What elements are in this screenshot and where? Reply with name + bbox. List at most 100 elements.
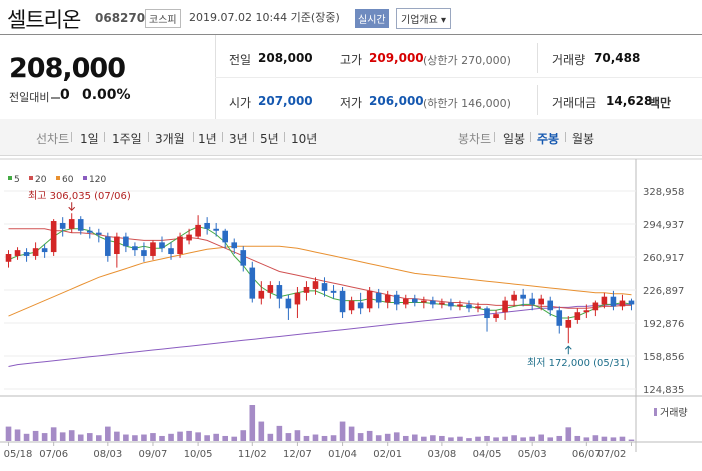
candle-body bbox=[258, 290, 265, 299]
ma5-line bbox=[8, 226, 632, 319]
volume-bar bbox=[186, 430, 192, 441]
x-tick-label: 01/04 bbox=[328, 449, 357, 460]
volume-bar bbox=[150, 433, 156, 441]
tab-1week[interactable]: 1주일 bbox=[112, 132, 142, 146]
tab-weekly[interactable]: 주봉 bbox=[537, 132, 560, 146]
divider bbox=[222, 132, 223, 142]
lower-limit: (하한가 146,000) bbox=[423, 97, 511, 110]
volume-bar bbox=[357, 433, 364, 441]
tab-10year[interactable]: 10년 bbox=[291, 132, 318, 146]
volume-bar bbox=[294, 430, 301, 441]
high-label: 고가 bbox=[340, 53, 363, 67]
candle-body bbox=[213, 228, 219, 231]
candle-body bbox=[23, 252, 30, 256]
volume-bar bbox=[366, 430, 373, 441]
candle-body bbox=[231, 242, 238, 249]
x-tick-label: 11/02 bbox=[238, 449, 267, 460]
divider bbox=[284, 132, 285, 142]
candle-body bbox=[475, 306, 481, 309]
volume-bar bbox=[86, 433, 93, 441]
candle-body bbox=[159, 242, 165, 249]
legend-label: 5 bbox=[14, 175, 20, 185]
x-tick-label: 03/08 bbox=[427, 449, 456, 460]
legend-swatch bbox=[8, 176, 12, 180]
candle-body bbox=[312, 281, 319, 289]
volume-bar bbox=[402, 435, 409, 441]
volume-bar bbox=[258, 421, 265, 441]
x-tick-label: 07/06 bbox=[39, 449, 68, 460]
ma20-line bbox=[8, 228, 632, 309]
legend-label: 20 bbox=[35, 175, 47, 185]
volume-bar bbox=[77, 434, 84, 441]
change-percent: 0.00% bbox=[82, 87, 131, 103]
candle-body bbox=[592, 302, 599, 311]
volume-bar bbox=[511, 435, 517, 441]
candle-body bbox=[321, 283, 328, 291]
volume-bar bbox=[240, 430, 247, 441]
volume-bar bbox=[59, 432, 66, 441]
tab-3month[interactable]: 3개월 bbox=[155, 132, 185, 146]
candle-body bbox=[601, 296, 608, 305]
candle-body bbox=[402, 298, 409, 305]
divider bbox=[193, 132, 194, 142]
candle-body bbox=[466, 304, 472, 309]
volume-bar bbox=[457, 436, 463, 441]
candle-body bbox=[511, 294, 517, 301]
candle-body bbox=[77, 219, 84, 231]
candle-body bbox=[421, 300, 427, 303]
volume-bar bbox=[330, 435, 337, 441]
candle-body bbox=[412, 298, 418, 303]
candle-body bbox=[556, 310, 563, 326]
volume-bar bbox=[393, 432, 400, 441]
price-summary: 208,000 전일대비 0 0.00% 전일 208,000 고가 209,0… bbox=[0, 34, 702, 120]
candle-body bbox=[357, 302, 364, 309]
divider bbox=[104, 132, 105, 142]
volume-bar bbox=[475, 436, 481, 441]
volume-bar bbox=[321, 435, 328, 441]
volume-bar bbox=[538, 434, 544, 441]
x-tick-label: 08/03 bbox=[93, 449, 122, 460]
candle-body bbox=[186, 234, 192, 241]
change-label: 전일대비 bbox=[9, 91, 50, 104]
tab-1day[interactable]: 1일 bbox=[80, 132, 99, 146]
candle-body bbox=[294, 292, 301, 305]
y-tick-label: 192,876 bbox=[643, 319, 684, 330]
volume-bar bbox=[339, 421, 346, 441]
tab-3year[interactable]: 3년 bbox=[229, 132, 248, 146]
divider bbox=[71, 132, 72, 142]
tab-1year[interactable]: 1년 bbox=[198, 132, 217, 146]
weekly-candle-chart[interactable]: 5 20 60 120 328,958 294,937 260,917 226,897 192… bbox=[0, 155, 702, 471]
volume-value: 70,488 bbox=[594, 51, 641, 65]
volume-bar bbox=[303, 435, 310, 441]
tab-monthly[interactable]: 월봉 bbox=[572, 132, 595, 146]
volume-bar bbox=[601, 436, 608, 441]
y-tick-label: 124,835 bbox=[643, 385, 684, 396]
volume-bar bbox=[50, 427, 57, 441]
volume-bar bbox=[348, 426, 355, 441]
ma120-line bbox=[8, 303, 632, 367]
high-value: 209,000 bbox=[369, 51, 424, 65]
x-tick-label: 04/05 bbox=[473, 449, 502, 460]
x-tick-label: 05/18 bbox=[4, 449, 33, 460]
tab-5year[interactable]: 5년 bbox=[260, 132, 279, 146]
tab-daily[interactable]: 일봉 bbox=[503, 132, 526, 146]
stock-header: 셀트리온 068270 코스피 2019.07.02 10:44 기준(장중) … bbox=[0, 0, 702, 34]
legend-label: 120 bbox=[89, 175, 106, 185]
volume-bar bbox=[249, 405, 256, 441]
divider bbox=[565, 132, 566, 142]
volume-bar bbox=[520, 437, 526, 441]
company-info-dropdown[interactable]: 기업개요 ▾ bbox=[396, 8, 451, 29]
volume-bar bbox=[619, 436, 626, 441]
legend-label: 60 bbox=[62, 175, 74, 185]
amount-value: 14,628 bbox=[606, 94, 653, 108]
low-annotation: 최저 172,000 (05/31) bbox=[527, 357, 630, 369]
candle-body bbox=[439, 302, 445, 305]
volume-bar bbox=[493, 437, 499, 441]
volume-bar bbox=[204, 435, 210, 441]
volume-bar bbox=[610, 437, 617, 441]
volume-bar bbox=[132, 435, 138, 441]
realtime-button[interactable]: 실시간 bbox=[355, 9, 389, 28]
volume-bar bbox=[96, 435, 102, 441]
legend-swatch bbox=[29, 176, 33, 180]
divider bbox=[494, 132, 495, 142]
